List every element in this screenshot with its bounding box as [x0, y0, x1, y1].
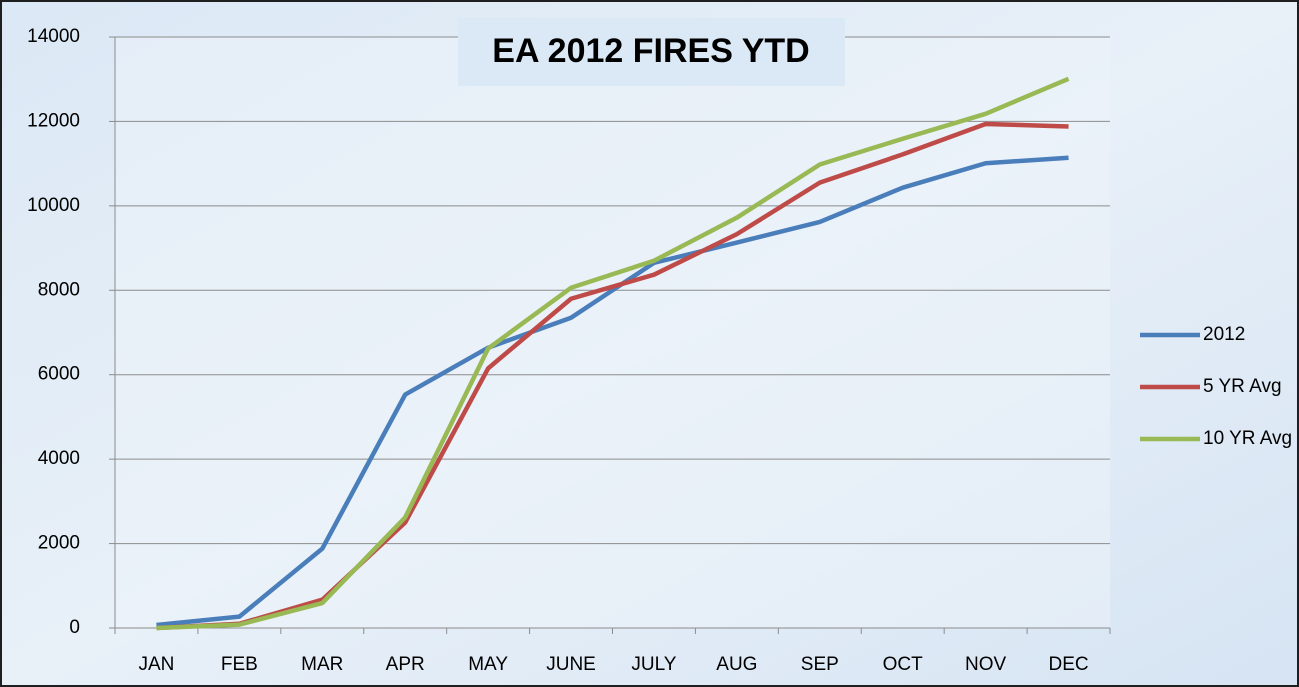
x-tick-label: SEP — [801, 654, 839, 675]
series-line — [156, 155, 1069, 628]
y-tick-label: 2000 — [38, 533, 80, 554]
legend-label: 2012 — [1203, 324, 1245, 345]
legend-label: 5 YR Avg — [1203, 376, 1282, 397]
y-tick-label: 4000 — [38, 448, 80, 469]
y-tick-label: 6000 — [38, 364, 80, 385]
y-tick-label: 0 — [69, 617, 80, 638]
x-tick-label: JAN — [139, 654, 175, 675]
series-line — [156, 76, 1070, 631]
x-tick-label: MAY — [468, 654, 508, 675]
x-tick-label: FEB — [221, 654, 258, 675]
y-tick-label: 14000 — [27, 26, 80, 47]
x-tick-label: NOV — [965, 654, 1007, 675]
y-tick-label: 10000 — [27, 195, 80, 216]
y-tick-label: 8000 — [38, 279, 80, 300]
title-box — [458, 18, 845, 86]
x-tick-label: MAR — [301, 654, 343, 675]
y-tick-label: 12000 — [27, 110, 80, 131]
x-tick-label: JULY — [631, 654, 676, 675]
x-tick-label: JUNE — [546, 654, 596, 675]
chart-title: EA 2012 FIRES YTD — [492, 32, 809, 70]
plot-area — [115, 37, 1110, 628]
x-tick-label: OCT — [883, 654, 924, 675]
series-line — [156, 121, 1069, 631]
x-tick-label: APR — [386, 654, 425, 675]
x-tick-label: AUG — [716, 654, 757, 675]
legend-label: 10 YR Avg — [1203, 428, 1292, 449]
x-tick-label: DEC — [1048, 654, 1088, 675]
